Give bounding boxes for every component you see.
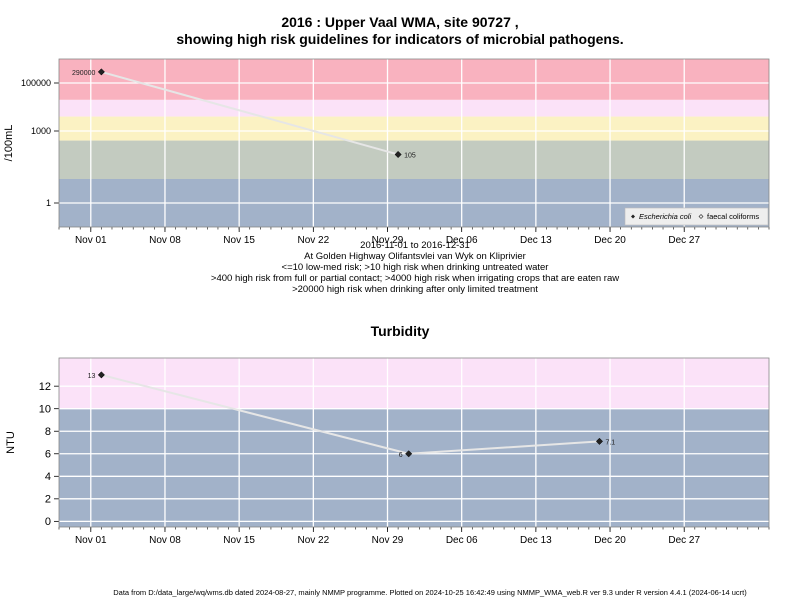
turbidity-chart: Nov 01 Nov 08 Nov 15 Nov 22 Nov 29 Dec 06 Dec … bbox=[5, 357, 770, 546]
caption-risk-drinking: <=10 low-med risk; >10 high risk when dr… bbox=[281, 262, 549, 273]
caption-site: At Golden Highway Olifantsvlei van Wyk o… bbox=[304, 251, 526, 262]
x-tick-label: Nov 15 bbox=[223, 535, 255, 546]
caption: 2016-11-01 to 2016-12-31 At Golden Highw… bbox=[0, 240, 800, 295]
x-tick-label: Nov 29 bbox=[372, 535, 404, 546]
data-label: 105 bbox=[404, 152, 416, 159]
x-tick-label: Nov 15 bbox=[223, 235, 255, 246]
legend-marker-ecoli bbox=[631, 214, 635, 219]
x-tick-label: Nov 29 bbox=[372, 235, 404, 246]
x-tick-label: Dec 06 bbox=[446, 535, 478, 546]
data-point bbox=[97, 371, 105, 379]
x-tick-label: Nov 01 bbox=[75, 535, 107, 546]
data-label: 6 bbox=[399, 452, 403, 459]
x-tick-label: Nov 08 bbox=[149, 235, 181, 246]
y-tick-label: 8 bbox=[45, 426, 51, 438]
ecoli-chart: Nov 01 Nov 08 Nov 15 Nov 22 Nov 29 Dec 06 Dec … bbox=[3, 58, 770, 246]
x-tick-label: Nov 08 bbox=[149, 535, 181, 546]
risk-band bbox=[59, 116, 769, 141]
legend-marker-faecal bbox=[698, 214, 704, 219]
data-label: 13 bbox=[88, 373, 96, 380]
risk-band bbox=[59, 140, 769, 179]
data-point bbox=[394, 150, 402, 159]
risk-band bbox=[59, 358, 769, 409]
y-tick-label: 6 bbox=[45, 448, 51, 460]
x-tick-label: Nov 22 bbox=[297, 235, 329, 246]
x-tick-label: Dec 27 bbox=[668, 535, 700, 546]
y-tick-label: 10 bbox=[39, 403, 51, 415]
x-tick-label: Nov 01 bbox=[75, 235, 107, 246]
y-tick-label: 0 bbox=[45, 516, 51, 528]
caption-date-range: 2016-11-01 to 2016-12-31 bbox=[360, 240, 470, 251]
chart1-title-line2: showing high risk guidelines for indicat… bbox=[176, 31, 624, 47]
y-tick-label: 2 bbox=[45, 494, 51, 506]
y-tick-label: 1 bbox=[46, 198, 51, 208]
y-axis-label: NTU bbox=[5, 431, 17, 454]
plot-frame bbox=[58, 58, 770, 228]
y-tick-label: 100000 bbox=[21, 78, 51, 88]
y-axis-label: /100mL bbox=[3, 125, 15, 162]
data-point bbox=[595, 437, 604, 445]
y-tick-label: 1000 bbox=[31, 126, 51, 136]
legend-label-ecoli: Escherichia coli bbox=[639, 212, 691, 221]
x-tick-label: Dec 06 bbox=[446, 235, 478, 246]
x-tick-label: Dec 27 bbox=[668, 235, 700, 246]
legend-box bbox=[624, 207, 769, 226]
y-tick-label: 12 bbox=[39, 381, 51, 393]
x-tick-label: Dec 20 bbox=[594, 535, 626, 546]
x-tick-label: Dec 20 bbox=[594, 235, 626, 246]
x-tick-label: Nov 22 bbox=[297, 535, 329, 546]
data-label: 7.1 bbox=[605, 439, 615, 446]
data-label: 290000 bbox=[72, 70, 95, 77]
x-tick-label: Dec 13 bbox=[520, 535, 552, 546]
footer-note: Data from D:/data_large/wq/wms.db dated … bbox=[113, 588, 747, 597]
x-tick-label: Dec 13 bbox=[520, 235, 552, 246]
chart2-title: Turbidity bbox=[370, 323, 430, 339]
legend-label-faecal: faecal coliforms bbox=[707, 212, 759, 221]
data-point bbox=[405, 450, 413, 458]
series-line bbox=[101, 70, 399, 156]
data-point bbox=[97, 68, 105, 76]
risk-band bbox=[59, 408, 769, 527]
caption-risk-treatment: >20000 high risk when drinking after onl… bbox=[292, 284, 538, 295]
y-tick-label: 4 bbox=[45, 471, 51, 483]
risk-band bbox=[59, 99, 769, 117]
plot-frame bbox=[58, 357, 770, 528]
caption-risk-contact: >400 high risk from full or partial cont… bbox=[210, 273, 620, 284]
chart1-title-line1: 2016 : Upper Vaal WMA, site 90727 , bbox=[281, 14, 519, 30]
